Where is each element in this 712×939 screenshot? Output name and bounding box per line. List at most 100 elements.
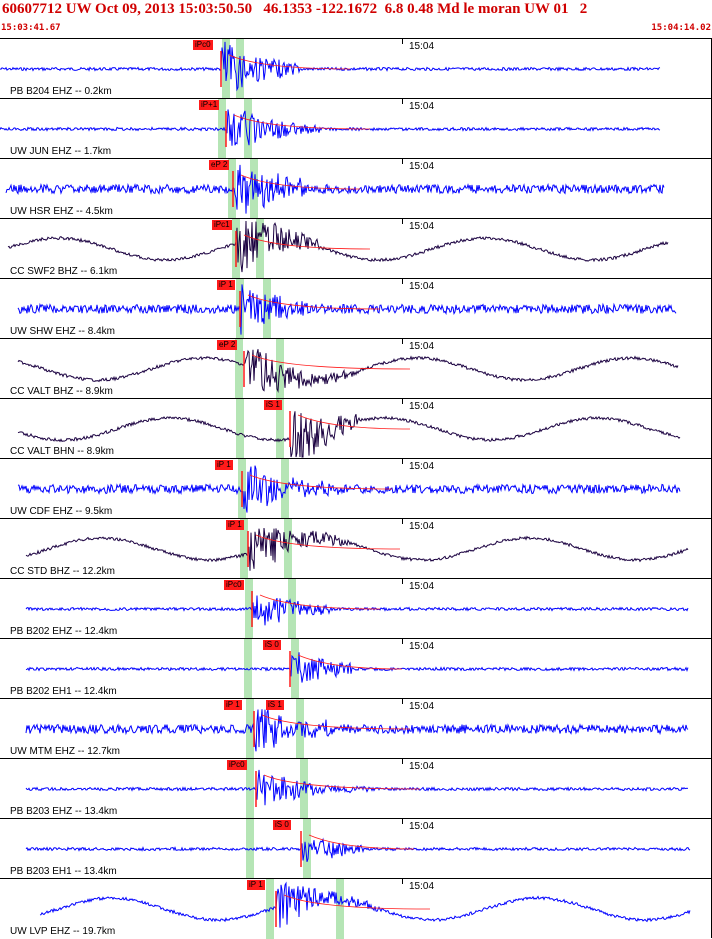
pick-label[interactable]: iP 1 [217,280,235,290]
waveform-trace [39,881,691,928]
coda-decay-curve [297,654,403,670]
station-label: UW LVP EHZ -- 19.7km [10,926,116,937]
coda-decay-curve [263,774,421,790]
waveform-line [0,41,661,92]
time-label: 15:04 [409,101,435,112]
time-tick [402,639,403,644]
waveform-line [17,465,681,513]
seismogram-panel[interactable]: 15:04 iPc0 PB B203 EHZ -- 13.4km [0,758,712,819]
station-label: PB B202 EH1 -- 12.4km [10,686,117,697]
seismogram-panel[interactable]: 15:04 eP 2 UW HSR EHZ -- 4.5km [0,158,712,219]
seismogram-panel[interactable]: 15:04 iP 1 UW SHW EHZ -- 8.4km [0,278,712,339]
pick-window-band [240,519,248,579]
pick-window-band [228,159,236,219]
time-tick [402,39,403,44]
station-label: CC VALT BHN -- 8.9km [10,446,114,457]
pick-label[interactable]: iS 1 [264,400,282,410]
waveform-line [7,220,669,273]
waveform-trace [25,769,689,807]
time-label: 15:04 [409,761,435,772]
time-label: 15:04 [409,161,435,172]
pick-label[interactable]: iS 0 [263,640,281,650]
time-label: 15:04 [409,641,435,652]
pick-label[interactable]: iPc0 [193,40,213,50]
pick-label[interactable]: iP+1 [199,100,220,110]
time-tick [402,819,403,824]
waveform-trace [7,220,669,273]
station-label: UW SHW EHZ -- 8.4km [10,326,115,337]
waveform-trace [5,164,665,214]
time-label: 15:04 [409,521,435,532]
seismogram-panel[interactable]: 15:04 iPc0 PB B204 EHZ -- 0.2km [0,38,712,99]
time-tick [402,159,403,164]
seismogram-panel[interactable]: 15:04 iP 1 UW CDF EHZ -- 9.5km [0,458,712,519]
time-label: 15:04 [409,701,435,712]
coda-decay-curve [251,354,411,370]
coda-decay-curve [283,894,431,910]
pick-label[interactable]: eP 2 [217,340,238,350]
coda-decay-curve [249,474,393,490]
seismogram-panel[interactable]: 15:04 iP 1 iS 1 UW MTM EHZ -- 12.7km [0,698,712,759]
station-label: PB B203 EH1 -- 13.4km [10,866,117,877]
waveform-line [0,109,661,146]
time-tick [402,879,403,884]
pick-window-band [300,759,308,819]
time-label: 15:04 [409,281,435,292]
pick-window-band [296,699,304,759]
waveform-trace [17,465,681,513]
coda-decay-curve [247,294,381,310]
waveform-line [17,349,679,394]
coda-decay-curve [255,534,401,550]
waveform-line [25,652,689,683]
pick-label[interactable]: iS 0 [273,820,291,830]
pick-window-band [235,339,243,399]
pick-window-band [245,579,253,639]
waveform-trace [17,284,677,335]
station-label: CC VALT BHZ -- 8.9km [10,386,113,397]
pick-label-secondary[interactable]: iS 1 [266,700,284,710]
pick-label[interactable]: eP 2 [209,160,230,170]
waveform-line [25,769,689,806]
waveform-trace [25,527,689,571]
seismogram-panel[interactable]: 15:04 iPc0 PB B202 EHZ -- 12.4km [0,578,712,639]
time-tick [402,279,403,284]
pick-label[interactable]: iP 1 [215,460,233,470]
station-label: PB B203 EHZ -- 13.4km [10,806,118,817]
time-label: 15:04 [409,221,435,232]
pick-window-band [303,819,311,879]
pick-label[interactable]: iP 1 [226,520,244,530]
seismogram-panel[interactable]: 15:04 iS 1 CC VALT BHN -- 8.9km [0,398,712,459]
pick-label[interactable]: iP 1 [247,880,265,890]
station-label: PB B202 EHZ -- 12.4km [10,626,118,637]
station-label: CC STD BHZ -- 12.2km [10,566,116,577]
pick-window-band [236,399,244,459]
coda-decay-curve [259,594,381,610]
time-tick [402,339,403,344]
seismogram-panel[interactable]: 15:04 eP 2 CC VALT BHZ -- 8.9km [0,338,712,399]
time-label: 15:04 [409,881,435,892]
time-tick [402,579,403,584]
station-label: UW MTM EHZ -- 12.7km [10,746,120,757]
seismogram-panel[interactable]: 15:04 iP+1 UW JUN EHZ -- 1.7km [0,98,712,159]
seismogram-panels: 15:04 iPc0 PB B204 EHZ -- 0.2km 15:04 iP+1 UW… [0,38,712,939]
seismogram-panel[interactable]: 15:04 iS 0 PB B203 EH1 -- 13.4km [0,818,712,879]
waveform-line [25,837,691,862]
seismogram-panel[interactable]: 15:04 iS 0 PB B202 EH1 -- 12.4km [0,638,712,699]
waveform-line [17,411,681,458]
station-label: UW JUN EHZ -- 1.7km [10,146,112,157]
seismogram-panel[interactable]: 15:04 iPc1 CC SWF2 BHZ -- 6.1km [0,218,712,279]
seismogram-panel[interactable]: 15:04 iP 1 UW LVP EHZ -- 19.7km [0,878,712,939]
time-tick [402,459,403,464]
pick-window-band [236,39,244,99]
pick-label[interactable]: iPc0 [227,760,247,770]
coda-decay-curve [261,714,411,730]
pick-label[interactable]: iPc1 [212,220,232,230]
pick-label[interactable]: iPc0 [224,580,244,590]
coda-decay-curve [297,414,411,430]
seismogram-panel[interactable]: 15:04 iP 1 CC STD BHZ -- 12.2km [0,518,712,579]
pick-window-band [244,99,252,159]
event-header-title: 60607712 UW Oct 09, 2013 15:03:50.50 46.… [2,1,588,17]
pick-label[interactable]: iP 1 [224,700,242,710]
waveform-line [39,881,691,928]
time-tick [402,399,403,404]
